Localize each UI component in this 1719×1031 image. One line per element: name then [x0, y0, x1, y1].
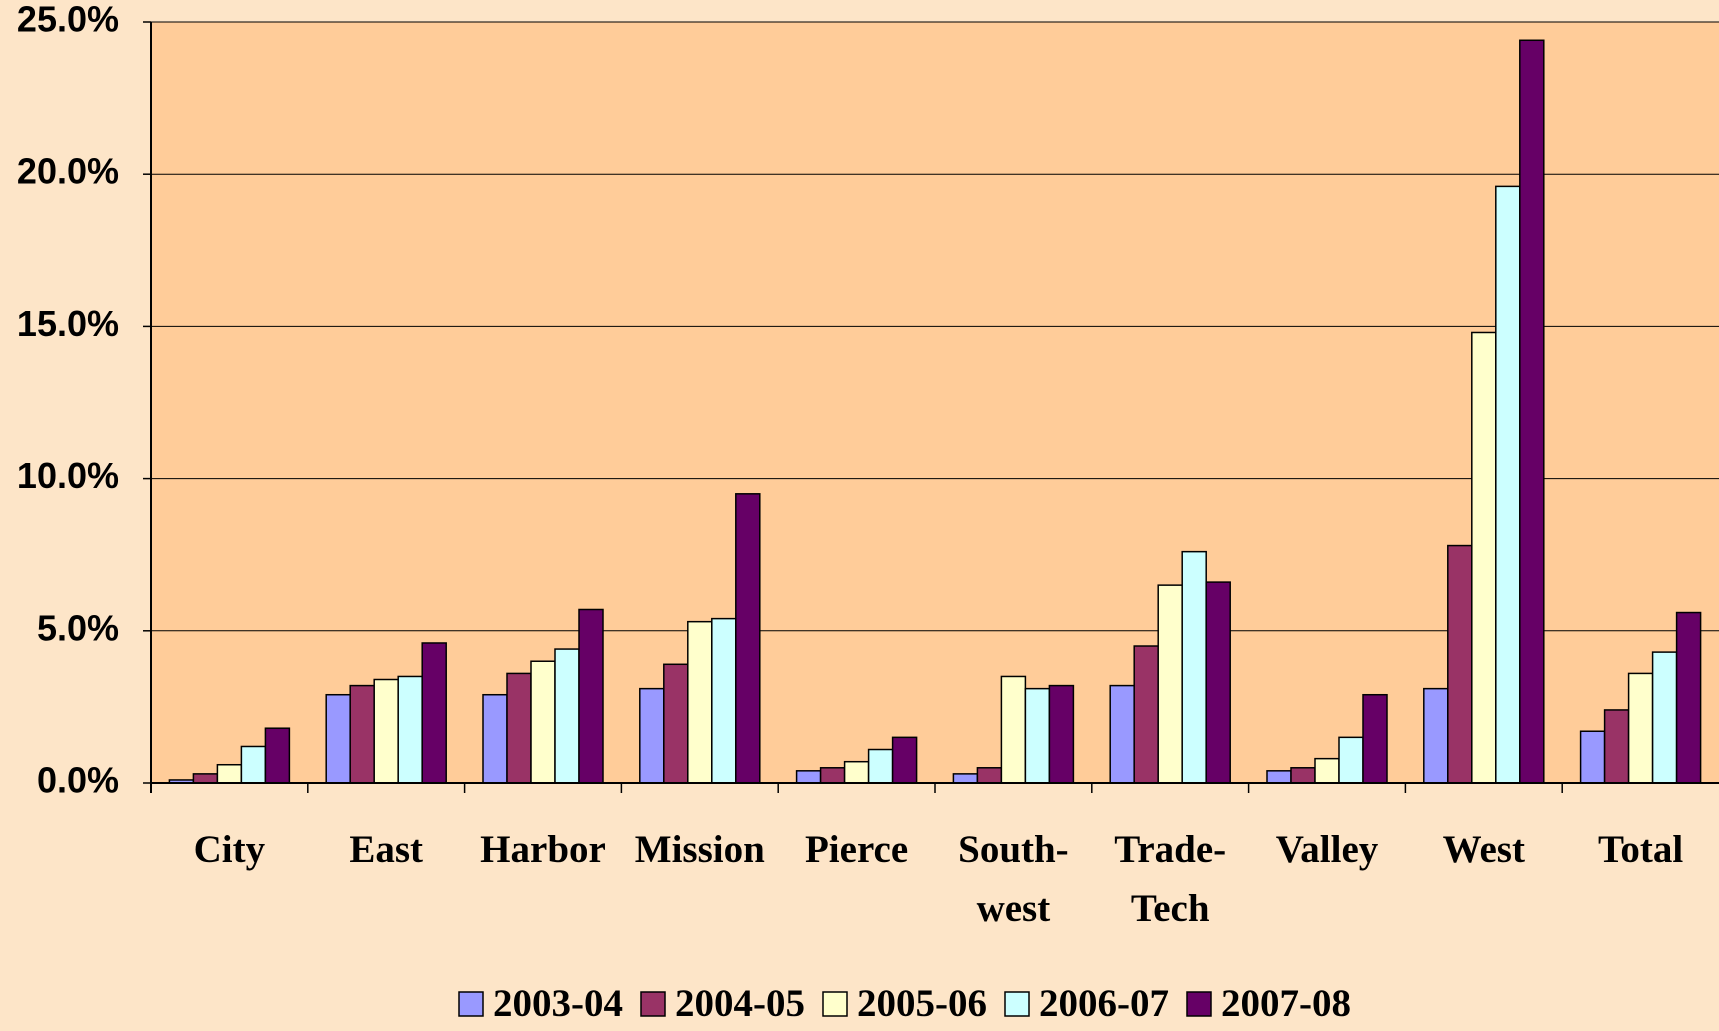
bar — [1675, 611, 1702, 784]
bar — [397, 675, 423, 784]
bar — [1338, 736, 1364, 784]
y-tick-label: 15.0% — [17, 303, 119, 344]
bar — [1000, 675, 1027, 784]
bar — [264, 727, 291, 784]
x-tick-label: South-west — [958, 828, 1069, 930]
y-tick-label: 0.0% — [37, 760, 119, 801]
y-tick-label: 10.0% — [17, 455, 119, 496]
bar — [663, 663, 689, 784]
bar — [735, 493, 761, 784]
bar — [1157, 584, 1183, 784]
bar — [891, 736, 918, 784]
bar — [373, 678, 399, 784]
x-tick-label: City — [194, 828, 266, 871]
bar — [325, 693, 351, 784]
bar — [1423, 687, 1449, 784]
x-tick-label: West — [1443, 828, 1525, 871]
bar — [1205, 581, 1231, 784]
legend-label: 2006-07 — [1039, 982, 1169, 1025]
bar — [1314, 757, 1340, 784]
x-tick-label: Harbor — [480, 828, 606, 871]
x-tick-label: Valley — [1276, 828, 1379, 871]
y-tick-label: 5.0% — [37, 607, 119, 648]
bar — [867, 748, 894, 784]
legend-label: 2005-06 — [857, 982, 987, 1025]
legend-swatch — [640, 991, 666, 1017]
legend: 2003-04 2004-05 2005-06 2006-07 2007-08 — [458, 982, 1351, 1025]
bar — [952, 773, 979, 784]
bar — [843, 760, 870, 784]
x-tick-label: Pierce — [805, 828, 908, 871]
legend-swatch — [458, 991, 484, 1017]
bar — [192, 773, 219, 784]
bar — [482, 693, 508, 784]
bar — [1579, 730, 1606, 784]
x-tick-label: Mission — [635, 828, 765, 871]
bar — [240, 745, 267, 784]
bar — [1519, 39, 1545, 784]
bar — [1447, 544, 1473, 784]
bar — [1651, 651, 1678, 784]
bar — [421, 642, 447, 784]
y-tick-label: 20.0% — [17, 151, 119, 192]
bar — [530, 660, 556, 784]
bar — [1133, 645, 1159, 784]
bar — [1266, 770, 1292, 784]
bar — [976, 767, 1003, 784]
bar — [1048, 684, 1075, 784]
bar — [1471, 331, 1497, 784]
bar — [578, 608, 604, 784]
bar — [795, 770, 822, 784]
bar — [216, 763, 243, 784]
bar — [1024, 687, 1051, 784]
bar — [687, 620, 713, 784]
bar — [1495, 185, 1521, 784]
bar — [1181, 550, 1207, 784]
bar — [1109, 684, 1135, 784]
legend-label: 2004-05 — [675, 982, 805, 1025]
legend-label: 2003-04 — [493, 982, 623, 1025]
bar — [639, 687, 665, 784]
bar — [506, 672, 532, 784]
bar — [1603, 709, 1630, 784]
legend-swatch — [1004, 991, 1030, 1017]
bar — [711, 617, 737, 784]
bar — [1290, 767, 1316, 784]
x-tick-label: Total — [1598, 828, 1683, 871]
x-tick-label: Trade-Tech — [1114, 828, 1226, 930]
legend-swatch — [822, 991, 848, 1017]
bar — [1362, 693, 1388, 784]
legend-swatch — [1186, 991, 1212, 1017]
bar — [1627, 672, 1654, 784]
bar — [349, 684, 375, 784]
x-tick-label: East — [349, 828, 423, 871]
legend-label: 2007-08 — [1221, 982, 1351, 1025]
y-tick-label: 25.0% — [17, 0, 119, 40]
bar — [819, 767, 846, 784]
bar — [554, 648, 580, 784]
